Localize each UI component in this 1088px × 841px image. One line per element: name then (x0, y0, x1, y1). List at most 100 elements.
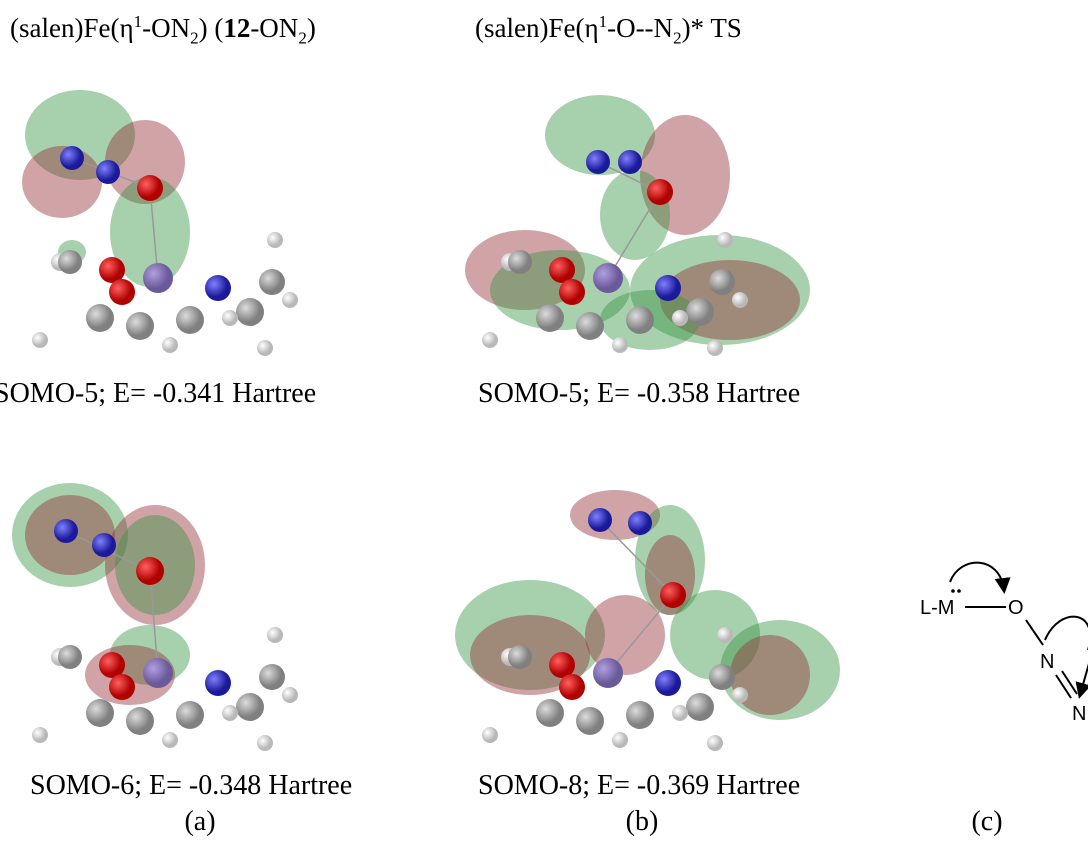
atom (282, 292, 298, 308)
bond (1026, 620, 1043, 645)
orbital-images (12, 90, 840, 751)
atom (205, 275, 231, 301)
atom (136, 557, 164, 585)
atom (176, 701, 204, 729)
atom (576, 707, 604, 735)
atom (672, 705, 688, 721)
scheme-nitrogen: N (1072, 703, 1086, 725)
atom (267, 627, 283, 643)
atom (267, 232, 283, 248)
atom (508, 645, 532, 669)
arrow (1080, 660, 1088, 695)
atom (647, 179, 673, 205)
caption: SOMO-6; E= -0.348 Hartree (30, 770, 352, 802)
caption: SOMO-8; E= -0.369 Hartree (478, 770, 800, 802)
atom (686, 298, 714, 326)
molecule-image (455, 490, 840, 751)
atom (709, 269, 735, 295)
atom (536, 699, 564, 727)
panel-label: (b) (602, 806, 682, 838)
atom (257, 340, 273, 356)
atom (92, 533, 116, 557)
atom (162, 337, 178, 353)
atom (626, 306, 654, 334)
atom (96, 160, 120, 184)
lone-pair (957, 589, 961, 593)
atom (593, 658, 623, 688)
atom (508, 250, 532, 274)
atom (58, 250, 82, 274)
atom (32, 727, 48, 743)
atom (732, 687, 748, 703)
atom (236, 298, 264, 326)
atom (205, 670, 231, 696)
atom (222, 705, 238, 721)
atom (282, 687, 298, 703)
atom (176, 306, 204, 334)
atom (559, 279, 585, 305)
arrow (950, 563, 1004, 590)
arrow (1045, 617, 1088, 650)
atom (709, 664, 735, 690)
atom (482, 332, 498, 348)
atom (126, 707, 154, 735)
scheme-nitrogen: N (1040, 651, 1054, 673)
molecule-image (465, 95, 810, 356)
atom (686, 693, 714, 721)
atom (655, 670, 681, 696)
atom (618, 150, 642, 174)
atom (707, 340, 723, 356)
atom (672, 310, 688, 326)
atom (593, 263, 623, 293)
atom (482, 727, 498, 743)
bond (1062, 671, 1077, 694)
atom (259, 269, 285, 295)
atom (236, 693, 264, 721)
atom (586, 150, 610, 174)
atom (732, 292, 748, 308)
atom (162, 732, 178, 748)
atom (54, 519, 78, 543)
atom (626, 701, 654, 729)
atom (655, 275, 681, 301)
atom (86, 699, 114, 727)
scheme-oxygen: O (1008, 597, 1024, 619)
atom (137, 175, 163, 201)
panel-label: (a) (160, 806, 240, 838)
atom (707, 735, 723, 751)
atom (588, 508, 612, 532)
atom (576, 312, 604, 340)
caption: SOMO-5; E= -0.358 Hartree (478, 378, 800, 410)
atom (628, 511, 652, 535)
atom (559, 674, 585, 700)
atom (660, 582, 686, 608)
molecule-image (22, 90, 298, 356)
atom (109, 279, 135, 305)
atom (126, 312, 154, 340)
atom (612, 337, 628, 353)
molecule-image (12, 483, 298, 751)
caption: SOMO-5; E= -0.341 Hartree (0, 378, 316, 410)
orbital-lobe (730, 635, 810, 715)
atom (222, 310, 238, 326)
atom (259, 664, 285, 690)
figure: (salen)Fe(η1-ON2) (12-ON2) (salen)Fe(η1-… (0, 0, 1088, 841)
atom (86, 304, 114, 332)
bond (1056, 675, 1071, 698)
atom (109, 674, 135, 700)
atom (32, 332, 48, 348)
artwork: L-M O N N (0, 0, 1088, 841)
atom (143, 658, 173, 688)
atom (60, 146, 84, 170)
atom (143, 263, 173, 293)
mechanism-scheme: L-M O N N (920, 563, 1088, 725)
atom (612, 732, 628, 748)
atom (257, 735, 273, 751)
atom (717, 627, 733, 643)
scheme-metal: L-M (920, 597, 954, 619)
panel-label: (c) (947, 806, 1027, 838)
atom (536, 304, 564, 332)
lone-pair (951, 589, 955, 593)
atom (58, 645, 82, 669)
atom (717, 232, 733, 248)
